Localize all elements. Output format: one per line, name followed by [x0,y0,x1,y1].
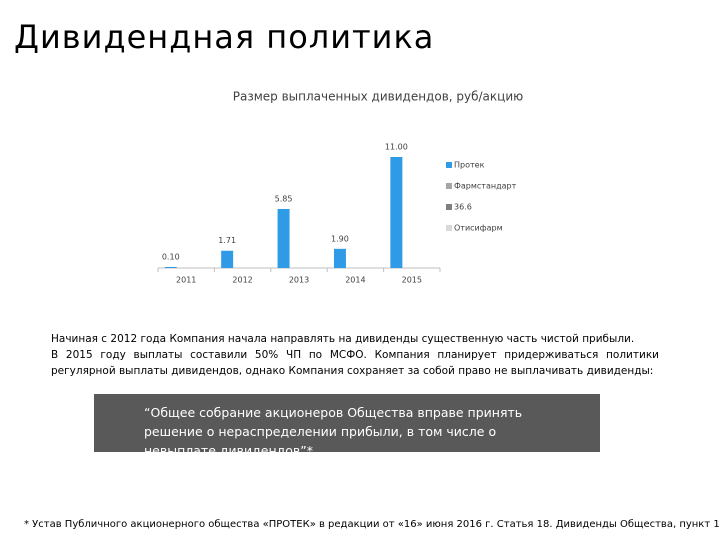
x-tick-label: 2014 [345,276,365,285]
paragraph: Начиная с 2012 года Компания начала напр… [51,333,635,345]
quote-box: “Общее собрание акционеров Общества впра… [94,394,600,458]
legend-swatch [446,183,452,189]
slide-title: Дивидендная политика [14,18,435,56]
bar [333,248,346,268]
legend-label: Протек [454,161,485,170]
x-tick-label: 2015 [402,276,422,285]
chart-title: Размер выплаченных дивидендов, руб/акцию [233,90,523,104]
body-text: Начиная с 2012 года Компания начала напр… [51,331,659,379]
bar [164,266,177,268]
legend-swatch [446,204,452,210]
legend-swatch [446,162,452,168]
data-label: 1.90 [331,234,349,243]
data-label: 1.71 [218,236,236,245]
x-tick-label: 2013 [289,276,309,285]
bar [390,157,403,268]
footnote: * Устав Публичного акционерного общества… [24,519,720,530]
bar [277,208,290,268]
legend-label: 36.6 [454,203,472,212]
chart: Размер выплаченных дивидендов, руб/акцию… [157,90,523,285]
paragraph: В 2015 году выплаты составили 50% ЧП по … [51,349,659,377]
x-tick-label: 2011 [176,276,196,285]
legend-swatch [446,225,452,231]
legend-label: Фармстандарт [454,182,517,191]
data-label: 5.85 [275,194,293,203]
data-label: 0.10 [162,252,180,261]
data-label: 11.00 [385,143,408,152]
x-tick-label: 2012 [232,276,252,285]
legend-label: Отисифарм [454,224,503,233]
bar [221,250,234,268]
